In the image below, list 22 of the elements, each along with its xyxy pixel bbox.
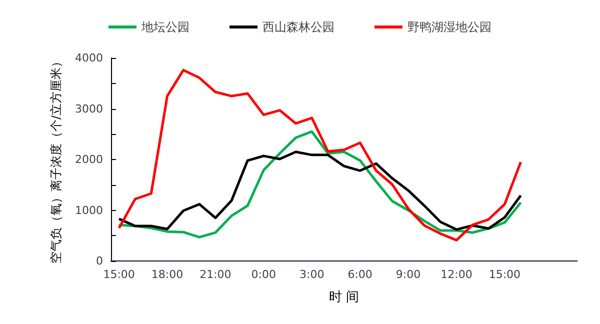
x-tick-label: 9:00 — [396, 268, 421, 281]
y-tick-label: 2000 — [75, 153, 103, 166]
legend-label: 西山森林公园 — [262, 20, 334, 34]
x-axis-title: 时 间 — [328, 290, 360, 305]
y-tick-label: 0 — [96, 254, 103, 268]
x-tick-label: 0:00 — [251, 268, 276, 281]
x-tick-label: 15:00 — [103, 268, 135, 281]
legend-label: 野鸭湖湿地公园 — [408, 20, 492, 34]
line-series — [118, 150, 522, 231]
y-tick-label: 3000 — [75, 102, 103, 116]
legend-label: 地坛公园 — [140, 20, 190, 34]
line-series — [118, 68, 522, 242]
x-tick-label: 6:00 — [348, 268, 372, 281]
x-tick-label: 15:00 — [488, 268, 521, 281]
x-tick-label: 3:00 — [300, 268, 324, 281]
y-tick-label: 4000 — [75, 52, 103, 64]
y-axis-title: 空气负（氧）离子浓度（个/立方厘米） — [49, 55, 64, 264]
line-series — [118, 130, 522, 238]
x-tick-label: 12:00 — [440, 268, 472, 281]
y-tick-label: 1000 — [75, 204, 103, 217]
x-tick-label: 21:00 — [200, 268, 232, 281]
x-tick-label: 18:00 — [151, 268, 184, 281]
